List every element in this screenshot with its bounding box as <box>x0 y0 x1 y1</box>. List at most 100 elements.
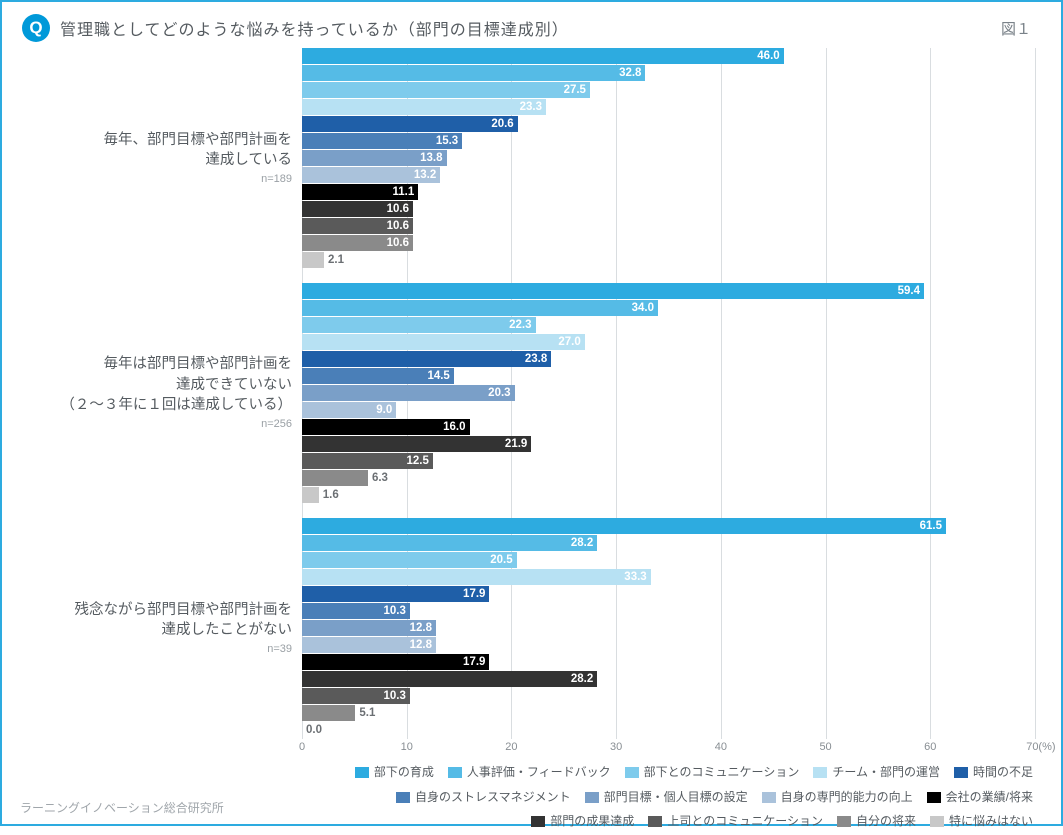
bar <box>302 48 784 64</box>
legend-label: 部下とのコミュニケーション <box>644 761 800 784</box>
legend-label: 部下の育成 <box>374 761 434 784</box>
legend-label: 部門目標・個人目標の設定 <box>604 786 748 809</box>
legend-swatch-icon <box>648 816 662 827</box>
legend-row: 自身のストレスマネジメント部門目標・個人目標の設定自身の専門的能力の向上会社の業… <box>302 786 1033 811</box>
bar-value-label: 12.8 <box>410 639 432 651</box>
bar <box>302 518 946 534</box>
legend-label: チーム・部門の運営 <box>832 761 940 784</box>
group-label: 毎年は部門目標や部門計画を達成できていない（２～３年に１回は達成している）n=2… <box>20 283 302 504</box>
legend-swatch-icon <box>355 767 369 778</box>
group-n: n=256 <box>20 417 292 432</box>
figure-number: 図１ <box>1001 18 1031 39</box>
bar-row: 0.0 <box>302 722 1035 738</box>
legend-swatch-icon <box>448 767 462 778</box>
bar <box>302 82 590 98</box>
bar-row: 23.3 <box>302 99 1035 115</box>
bar-row: 12.8 <box>302 637 1035 653</box>
axis-tick: 50 <box>819 741 831 753</box>
bar-row: 14.5 <box>302 368 1035 384</box>
legend-item: 部門の成果達成 <box>531 810 634 833</box>
legend-swatch-icon <box>813 767 827 778</box>
bar <box>302 334 585 350</box>
plot-area: 46.032.827.523.320.615.313.813.211.110.6… <box>302 48 1035 759</box>
bar-value-label: 12.5 <box>407 455 429 467</box>
legend-swatch-icon <box>625 767 639 778</box>
bar-value-label: 5.1 <box>359 707 375 719</box>
bar-row: 10.6 <box>302 201 1035 217</box>
legend-label: 特に悩みはない <box>949 810 1033 833</box>
legend-label: 時間の不足 <box>973 761 1033 784</box>
bar-value-label: 28.2 <box>571 673 593 685</box>
footer-credit: ラーニングイノベーション総合研究所 <box>20 799 224 816</box>
bar-row: 46.0 <box>302 48 1035 64</box>
bar-row: 34.0 <box>302 300 1035 316</box>
bar <box>302 300 658 316</box>
bar-row: 28.2 <box>302 671 1035 687</box>
bar-value-label: 20.6 <box>491 118 513 130</box>
bar-value-label: 0.0 <box>306 724 322 736</box>
group-label-line: 毎年、部門目標や部門計画を <box>20 130 292 150</box>
legend-item: 時間の不足 <box>954 761 1033 784</box>
bar <box>302 586 489 602</box>
bar <box>302 569 651 585</box>
axis-tick: 20 <box>505 741 517 753</box>
group-label-line: 毎年は部門目標や部門計画を <box>20 354 292 374</box>
bar-value-label: 22.3 <box>509 319 531 331</box>
bar-value-label: 1.6 <box>323 489 339 501</box>
bar-value-label: 20.3 <box>488 387 510 399</box>
legend-item: チーム・部門の運営 <box>813 761 940 784</box>
bar-value-label: 28.2 <box>571 537 593 549</box>
legend-row: 部門の成果達成上司とのコミュニケーション自分の将来特に悩みはない <box>302 810 1033 835</box>
group-label: 毎年、部門目標や部門計画を達成しているn=189 <box>20 48 302 269</box>
bar-group: 61.528.220.533.317.910.312.812.817.928.2… <box>302 518 1035 739</box>
bar-value-label: 46.0 <box>757 50 779 62</box>
legend-label: 会社の業績/将来 <box>946 786 1033 809</box>
bar-row: 10.6 <box>302 235 1035 251</box>
bar-row: 5.1 <box>302 705 1035 721</box>
legend-swatch-icon <box>762 792 776 803</box>
legend-item: 自分の将来 <box>837 810 916 833</box>
bar-row: 20.5 <box>302 552 1035 568</box>
bar-value-label: 61.5 <box>920 520 942 532</box>
x-axis: 010203040506070(%) <box>302 741 1035 759</box>
bar-row: 20.6 <box>302 116 1035 132</box>
bar-value-label: 2.1 <box>328 254 344 266</box>
bar-row: 20.3 <box>302 385 1035 401</box>
chart-area: 毎年、部門目標や部門計画を達成しているn=189毎年は部門目標や部門計画を達成で… <box>2 48 1061 759</box>
bars-container: 46.032.827.523.320.615.313.813.211.110.6… <box>302 48 1035 739</box>
group-n: n=39 <box>20 642 292 657</box>
bar-value-label: 10.6 <box>387 203 409 215</box>
legend-item: 自身のストレスマネジメント <box>396 786 571 809</box>
bar-row: 10.3 <box>302 603 1035 619</box>
bar-row: 21.9 <box>302 436 1035 452</box>
legend-item: 特に悩みはない <box>930 810 1033 833</box>
bar <box>302 552 517 568</box>
bar <box>302 283 924 299</box>
group-label-line: 達成できていない <box>20 375 292 395</box>
bar-row: 32.8 <box>302 65 1035 81</box>
bar-value-label: 34.0 <box>632 302 654 314</box>
legend-item: 人事評価・フィードバック <box>448 761 611 784</box>
bar-group: 46.032.827.523.320.615.313.813.211.110.6… <box>302 48 1035 269</box>
header: Q 管理職としてどのような悩みを持っているか（部門の目標達成別） 図１ <box>2 2 1061 48</box>
bar-row: 17.9 <box>302 586 1035 602</box>
q-badge-icon: Q <box>22 14 50 42</box>
bar-value-label: 16.0 <box>443 421 465 433</box>
bar-row: 6.3 <box>302 470 1035 486</box>
legend-item: 部下とのコミュニケーション <box>625 761 800 784</box>
bar-value-label: 10.6 <box>387 220 409 232</box>
axis-tick: 30 <box>610 741 622 753</box>
bar <box>302 385 515 401</box>
group-n: n=189 <box>20 172 292 187</box>
legend-item: 会社の業績/将来 <box>927 786 1033 809</box>
bar-row: 17.9 <box>302 654 1035 670</box>
bar <box>302 535 597 551</box>
bar-value-label: 32.8 <box>619 67 641 79</box>
bar-value-label: 9.0 <box>376 404 392 416</box>
bar-row: 11.1 <box>302 184 1035 200</box>
bar-value-label: 17.9 <box>463 588 485 600</box>
axis-tick: 60 <box>924 741 936 753</box>
bar-value-label: 27.5 <box>564 84 586 96</box>
legend-swatch-icon <box>927 792 941 803</box>
bar-row: 28.2 <box>302 535 1035 551</box>
